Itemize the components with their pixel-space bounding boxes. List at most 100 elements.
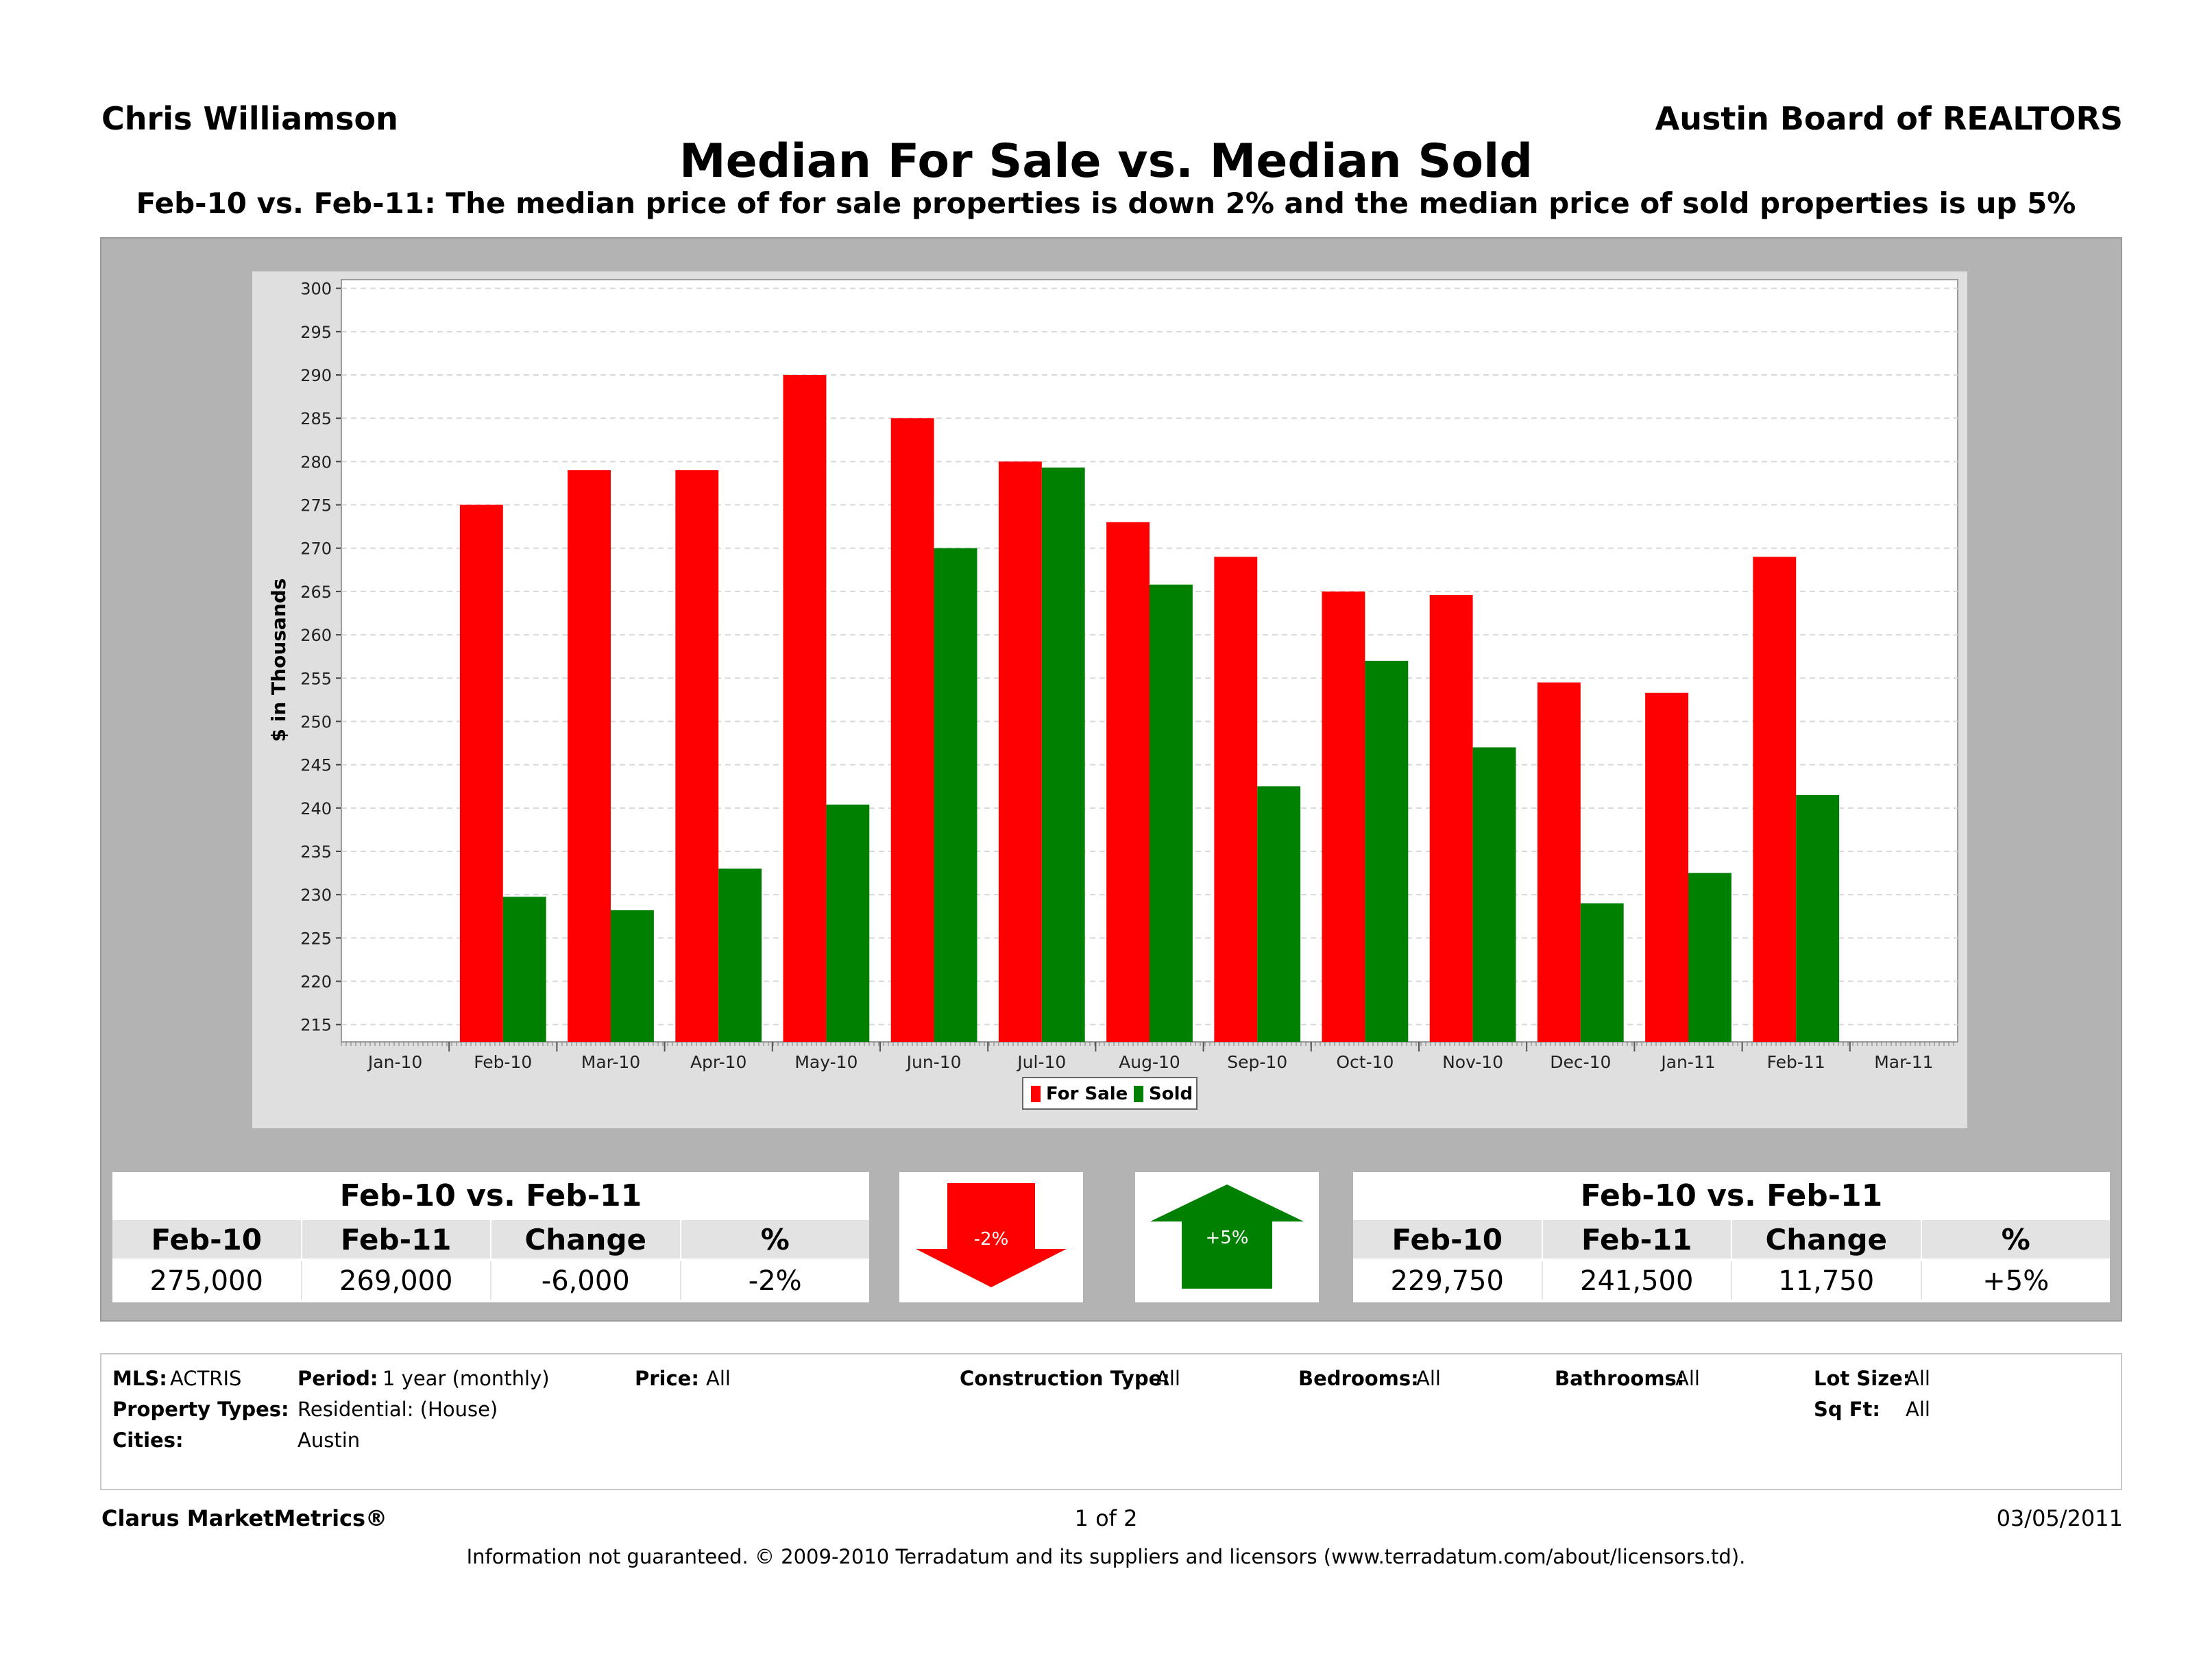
column-header: Feb-10 <box>112 1220 302 1258</box>
y-tick-label: 225 <box>300 929 332 948</box>
y-tick-label: 260 <box>300 626 332 645</box>
stat-value: 269,000 <box>302 1261 491 1300</box>
for-sale-bar <box>783 375 827 1042</box>
cities-value: Austin <box>297 1428 361 1452</box>
disclaimer: Information not guaranteed. © 2009-2010 … <box>466 1545 1746 1568</box>
y-tick-label: 240 <box>300 799 332 818</box>
lot-size-value: All <box>1906 1367 1930 1390</box>
x-tick-label: Nov-10 <box>1442 1052 1503 1072</box>
y-tick-label: 235 <box>300 842 332 862</box>
x-tick-label: Jan-11 <box>1660 1052 1715 1072</box>
y-tick-label: 215 <box>300 1016 332 1035</box>
y-tick-label: 250 <box>300 712 332 731</box>
for-sale-stats-table: Feb-10 vs. Feb-11 Feb-10 Feb-11 Change %… <box>112 1172 869 1302</box>
for-sale-stats-columns: Feb-10 Feb-11 Change % <box>112 1220 869 1258</box>
x-tick-label: Oct-10 <box>1336 1052 1394 1072</box>
bedrooms-label: Bedrooms: <box>1298 1367 1419 1390</box>
x-tick-label: Mar-11 <box>1874 1052 1933 1072</box>
brand-name: Clarus MarketMetrics® <box>101 1505 388 1531</box>
sold-bar <box>718 868 762 1042</box>
down-arrow-icon: -2% <box>916 1183 1067 1287</box>
y-tick-label: 255 <box>300 669 332 688</box>
for-sale-bar <box>568 470 611 1042</box>
for-sale-bar <box>459 504 503 1042</box>
stat-value: 275,000 <box>112 1261 302 1300</box>
legend-box <box>1022 1077 1198 1110</box>
stat-value: -2% <box>748 1265 802 1297</box>
cities-label: Cities: <box>112 1428 184 1452</box>
for-sale-bar <box>1537 682 1581 1042</box>
stat-value: 11,750 <box>1732 1261 1922 1300</box>
for-sale-bar <box>1645 692 1688 1042</box>
sold-bar <box>826 804 870 1042</box>
up-arrow-label: +5% <box>1205 1228 1248 1248</box>
column-header: % <box>760 1223 790 1256</box>
sold-stats-values: 229,750 241,500 11,750 +5% <box>1353 1261 2110 1300</box>
page-number: 1 of 2 <box>1074 1505 1138 1531</box>
mls-label: MLS: <box>112 1367 167 1390</box>
y-tick-label: 245 <box>300 756 332 775</box>
x-tick-label: Feb-10 <box>474 1052 532 1072</box>
bathrooms-value: All <box>1675 1367 1700 1390</box>
legend-swatch-sold <box>1134 1086 1143 1102</box>
construction-type-label: Construction Type: <box>960 1367 1170 1390</box>
filter-criteria: MLS: ACTRIS Period: 1 year (monthly) Pri… <box>100 1353 2122 1490</box>
sold-bar <box>1150 584 1193 1042</box>
mls-value: ACTRIS <box>170 1367 242 1390</box>
up-arrow-box: +5% <box>1135 1172 1319 1302</box>
sold-bar <box>1041 467 1085 1042</box>
x-tick-label: Jul-10 <box>1016 1052 1066 1072</box>
for-sale-bar <box>675 470 719 1042</box>
y-tick-label: 220 <box>300 973 332 992</box>
x-tick-label: Aug-10 <box>1119 1052 1180 1072</box>
stat-value: 229,750 <box>1353 1261 1543 1300</box>
for-sale-bar <box>998 461 1042 1042</box>
legend-swatch-for-sale <box>1031 1086 1041 1102</box>
sold-bar <box>1365 661 1409 1042</box>
sold-stats-table: Feb-10 vs. Feb-11 Feb-10 Feb-11 Change %… <box>1353 1172 2110 1302</box>
for-sale-bar <box>1106 522 1150 1042</box>
y-tick-label: 300 <box>300 280 332 299</box>
sq-ft-label: Sq Ft: <box>1814 1398 1881 1421</box>
for-sale-bar <box>1214 557 1258 1042</box>
y-tick-label: 275 <box>300 496 332 515</box>
column-header: Change <box>1732 1220 1922 1258</box>
sold-bar <box>1796 794 1840 1042</box>
price-label: Price: <box>635 1367 699 1390</box>
stat-value: +5% <box>1982 1265 2050 1297</box>
legend-label-sold: Sold <box>1149 1084 1193 1104</box>
report-date: 03/05/2011 <box>1996 1505 2123 1531</box>
property-types-label: Property Types: <box>112 1398 289 1421</box>
bar-chart: 215 220 225 230 235 240 245 250 255 260 265 270 275 2… <box>267 279 1958 1110</box>
chart-container: 215 220 225 230 235 240 245 250 255 260 265 270 275 2… <box>252 271 1967 1128</box>
period-label: Period: <box>297 1367 378 1390</box>
legend-label-for-sale: For Sale <box>1046 1084 1128 1104</box>
sold-stats-columns: Feb-10 Feb-11 Change % <box>1353 1220 2110 1258</box>
sq-ft-value: All <box>1906 1398 1930 1421</box>
y-tick-label: 270 <box>300 539 332 559</box>
x-tick-label: Feb-11 <box>1767 1052 1825 1072</box>
for-sale-stats-heading: Feb-10 vs. Feb-11 <box>339 1178 642 1213</box>
y-tick-label: 280 <box>300 452 332 472</box>
bedrooms-value: All <box>1416 1367 1441 1390</box>
column-header: Feb-10 <box>1353 1220 1543 1258</box>
property-types-value: Residential: (House) <box>297 1398 498 1421</box>
period-value: 1 year (monthly) <box>382 1367 550 1390</box>
y-tick-label: 285 <box>300 409 332 428</box>
sold-bar <box>1688 873 1731 1042</box>
x-tick-label: Mar-10 <box>581 1052 640 1072</box>
y-tick-label: 230 <box>300 886 332 905</box>
for-sale-bar <box>1322 591 1365 1042</box>
bathrooms-label: Bathrooms: <box>1555 1367 1685 1390</box>
construction-type-value: All <box>1156 1367 1180 1390</box>
y-tick-label: 295 <box>300 323 332 342</box>
sold-stats-heading: Feb-10 vs. Feb-11 <box>1580 1178 1883 1213</box>
down-arrow-label: -2% <box>974 1229 1009 1250</box>
price-value: All <box>706 1367 731 1390</box>
y-tick-label: 290 <box>300 366 332 385</box>
stat-value: 241,500 <box>1543 1261 1732 1300</box>
for-sale-bar <box>1429 594 1473 1042</box>
column-header: % <box>2001 1223 2030 1256</box>
up-arrow-icon: +5% <box>1150 1184 1304 1289</box>
column-header: Feb-11 <box>1543 1220 1732 1258</box>
